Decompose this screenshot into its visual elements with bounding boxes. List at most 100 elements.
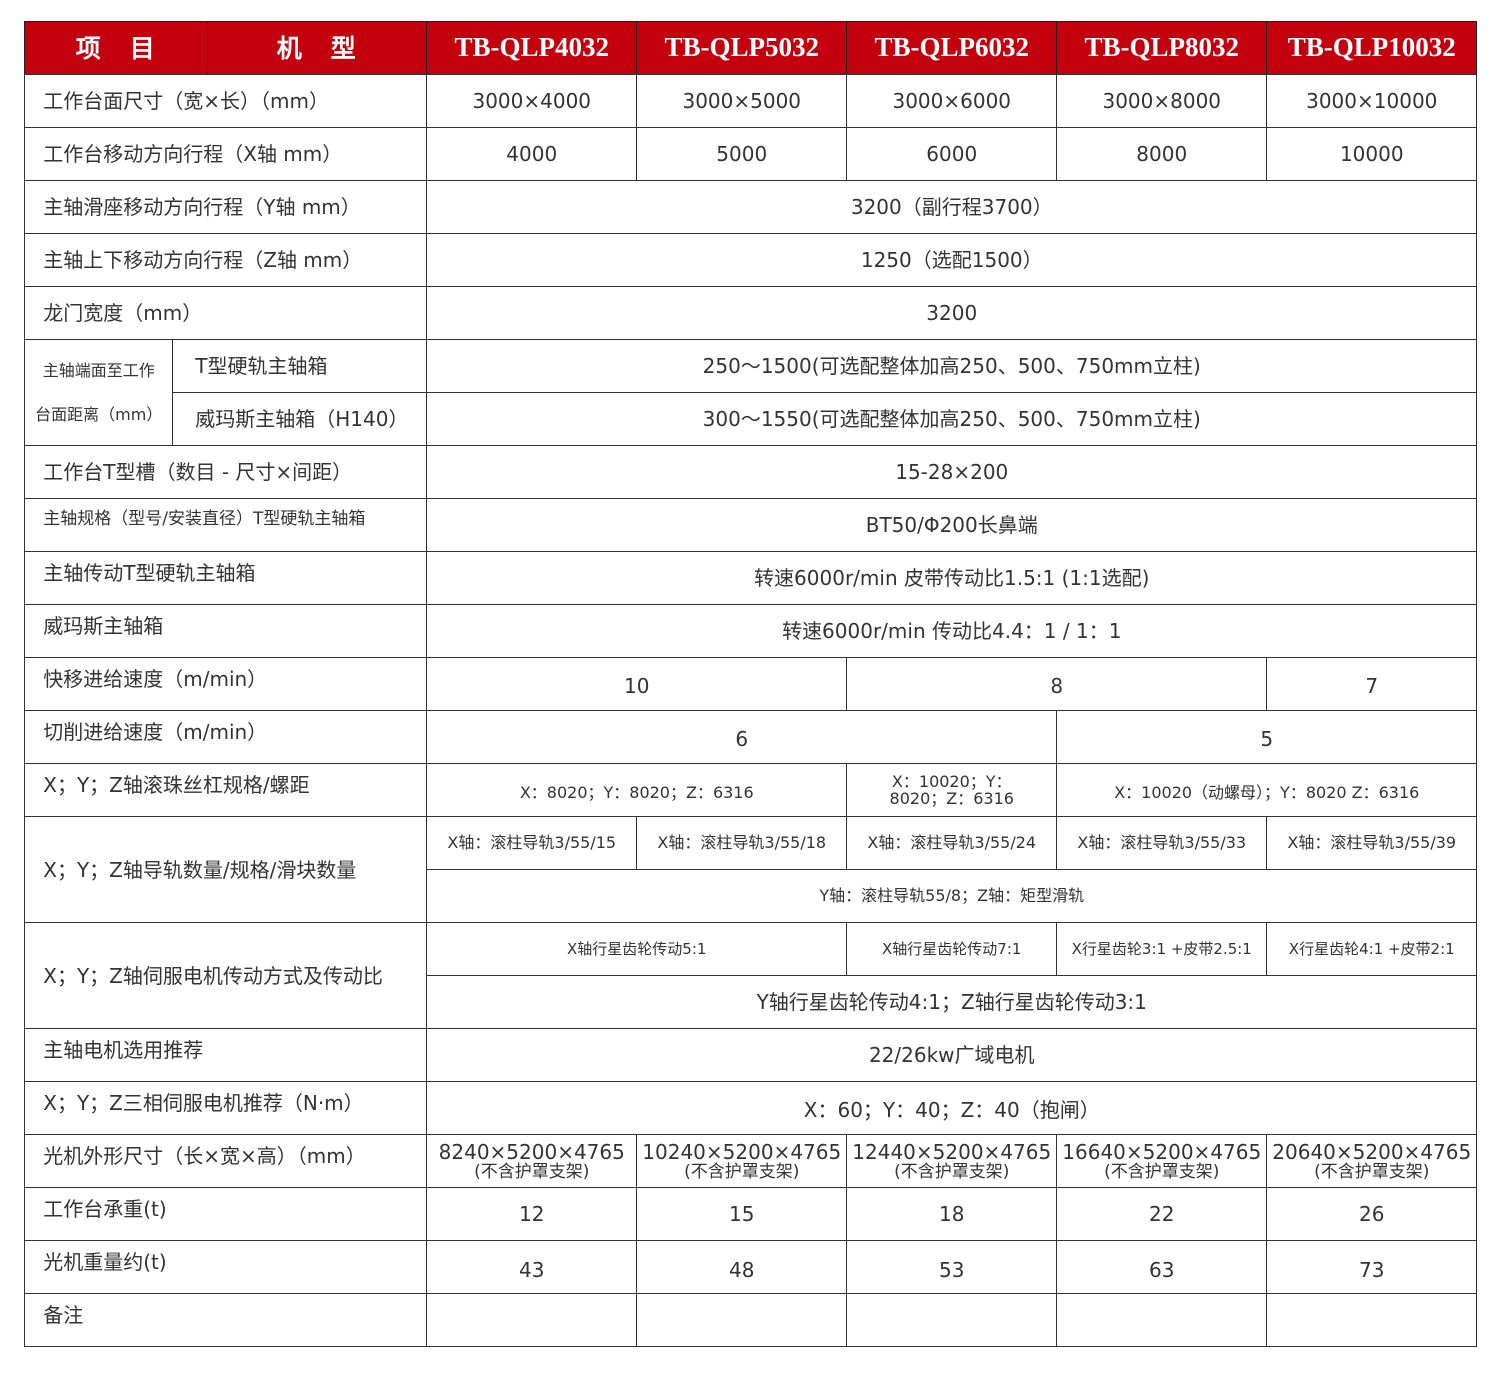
value: 8: [846, 657, 1268, 712]
value: 53: [846, 1240, 1058, 1295]
value: X轴：滚柱导轨3/55/33: [1056, 816, 1268, 871]
value: 16640×5200×4765 (不含护罩支架): [1056, 1134, 1268, 1189]
value: 8000: [1056, 127, 1268, 182]
dimension-note: (不含护罩支架): [1104, 1161, 1220, 1182]
remark: [1266, 1293, 1478, 1348]
dimension-note: (不含护罩支架): [684, 1161, 800, 1182]
value: 6000: [846, 127, 1058, 182]
value: X行星齿轮4:1 +皮带2:1: [1266, 922, 1478, 977]
value: 10: [426, 657, 848, 712]
value: 3200: [426, 286, 1478, 341]
label-guides: X；Y；Z轴导轨数量/规格/滑块数量: [24, 816, 428, 924]
value: X轴行星齿轮传动7:1: [846, 922, 1058, 977]
value: X：8020；Y：8020；Z：6316: [426, 763, 848, 818]
value: X轴：滚柱导轨3/55/15: [426, 816, 638, 871]
value: 1250（选配1500）: [426, 233, 1478, 288]
header-model-2: TB-QLP5032: [636, 21, 848, 76]
value: 5000: [636, 127, 848, 182]
value: 48: [636, 1240, 848, 1295]
label-spindle-motor: 主轴电机选用推荐: [24, 1028, 428, 1083]
value: 3000×5000: [636, 74, 848, 129]
value: 43: [426, 1240, 638, 1295]
label-spindle-distance: 主轴端面至工作 台面距离（mm）: [24, 339, 174, 447]
value: 63: [1056, 1240, 1268, 1295]
label-servo-drive: X；Y；Z轴伺服电机传动方式及传动比: [24, 922, 428, 1030]
label-rapid-feed: 快移进给速度（m/min）: [24, 657, 428, 712]
label-remarks: 备注: [24, 1293, 428, 1348]
value: X行星齿轮3:1 +皮带2.5:1: [1056, 922, 1268, 977]
label-z-travel: 主轴上下移动方向行程（Z轴 mm）: [24, 233, 428, 288]
value: X：60；Y：40；Z：40（抱闸）: [426, 1081, 1478, 1136]
label-line-1: 主轴端面至工作: [42, 360, 155, 380]
value: 15-28×200: [426, 445, 1478, 500]
header-model-5: TB-QLP10032: [1266, 21, 1478, 76]
value: 4000: [426, 127, 638, 182]
value: 转速6000r/min 传动比4.4：1 / 1：1: [426, 604, 1478, 659]
header-item: 项 目: [24, 21, 209, 76]
value: 5: [1056, 710, 1478, 765]
value: X轴：滚柱导轨3/55/24: [846, 816, 1058, 871]
value: 3200（副行程3700）: [426, 180, 1478, 235]
value: 12: [426, 1187, 638, 1242]
value: X轴：滚柱导轨3/55/39: [1266, 816, 1478, 871]
value: 12440×5200×4765 (不含护罩支架): [846, 1134, 1058, 1189]
value: 7: [1266, 657, 1478, 712]
value: 6: [426, 710, 1058, 765]
remark: [426, 1293, 638, 1348]
label-y-travel: 主轴滑座移动方向行程（Y轴 mm）: [24, 180, 428, 235]
value: BT50/Φ200长鼻端: [426, 498, 1478, 553]
label-t-spindle-box: T型硬轨主轴箱: [172, 339, 428, 394]
dimension: 8240×5200×4765: [438, 1139, 625, 1164]
label-spindle-drive-t: 主轴传动T型硬轨主轴箱: [24, 551, 428, 606]
dimension: 16640×5200×4765: [1062, 1139, 1262, 1164]
label-spindle-drive-w: 威玛斯主轴箱: [24, 604, 428, 659]
label-gantry-width: 龙门宽度（mm）: [24, 286, 428, 341]
remark: [636, 1293, 848, 1348]
value: 3000×10000: [1266, 74, 1478, 129]
dimension: 12440×5200×4765: [852, 1139, 1052, 1164]
value: 22: [1056, 1187, 1268, 1242]
label-servo-motor: X；Y；Z三相伺服电机推荐（N·m）: [24, 1081, 428, 1136]
value: 73: [1266, 1240, 1478, 1295]
dimension: 10240×5200×4765: [642, 1139, 842, 1164]
remark: [846, 1293, 1058, 1348]
value: 18: [846, 1187, 1058, 1242]
value: X轴：滚柱导轨3/55/18: [636, 816, 848, 871]
value: 10000: [1266, 127, 1478, 182]
label-w-spindle-box: 威玛斯主轴箱（H140）: [172, 392, 428, 447]
value: X：10020；Y：8020；Z：6316: [846, 763, 1058, 818]
label-t-slot: 工作台T型槽（数目 - 尺寸×间距）: [24, 445, 428, 500]
label-ballscrew: X；Y；Z轴滚珠丝杠规格/螺距: [24, 763, 428, 818]
header-model-4: TB-QLP8032: [1056, 21, 1268, 76]
value: X轴行星齿轮传动5:1: [426, 922, 848, 977]
value: 22/26kw广域电机: [426, 1028, 1478, 1083]
dimension-note: (不含护罩支架): [474, 1161, 590, 1182]
header-model: 机 型: [207, 21, 428, 76]
label-weight: 光机重量约(t): [24, 1240, 428, 1295]
value: 8240×5200×4765 (不含护罩支架): [426, 1134, 638, 1189]
label-line-2: 台面距离（mm）: [35, 405, 163, 425]
label-dimensions: 光机外形尺寸（长×宽×高）（mm）: [24, 1134, 428, 1189]
value: 300～1550(可选配整体加高250、500、750mm立柱): [426, 392, 1478, 447]
dimension: 20640×5200×4765: [1272, 1139, 1472, 1164]
value: X：10020（动螺母）；Y：8020 Z：6316: [1056, 763, 1478, 818]
value: 15: [636, 1187, 848, 1242]
value: 10240×5200×4765 (不含护罩支架): [636, 1134, 848, 1189]
value: 3000×6000: [846, 74, 1058, 129]
header-model-3: TB-QLP6032: [846, 21, 1058, 76]
dimension-note: (不含护罩支架): [894, 1161, 1010, 1182]
value: 3000×8000: [1056, 74, 1268, 129]
value: 3000×4000: [426, 74, 638, 129]
value: Y轴行星齿轮传动4:1；Z轴行星齿轮传动3:1: [426, 975, 1478, 1030]
label-spindle-spec: 主轴规格（型号/安装直径）T型硬轨主轴箱: [24, 498, 428, 553]
value: 250～1500(可选配整体加高250、500、750mm立柱): [426, 339, 1478, 394]
remark: [1056, 1293, 1268, 1348]
label-cutting-feed: 切削进给速度（m/min）: [24, 710, 428, 765]
label-table-load: 工作台承重(t): [24, 1187, 428, 1242]
value: 26: [1266, 1187, 1478, 1242]
value: Y轴：滚柱导轨55/8；Z轴：矩型滑轨: [426, 869, 1478, 924]
value: 20640×5200×4765 (不含护罩支架): [1266, 1134, 1478, 1189]
value: 转速6000r/min 皮带传动比1.5:1 (1:1选配): [426, 551, 1478, 606]
label-table-size: 工作台面尺寸（宽×长）（mm）: [24, 74, 428, 129]
label-x-travel: 工作台移动方向行程（X轴 mm）: [24, 127, 428, 182]
